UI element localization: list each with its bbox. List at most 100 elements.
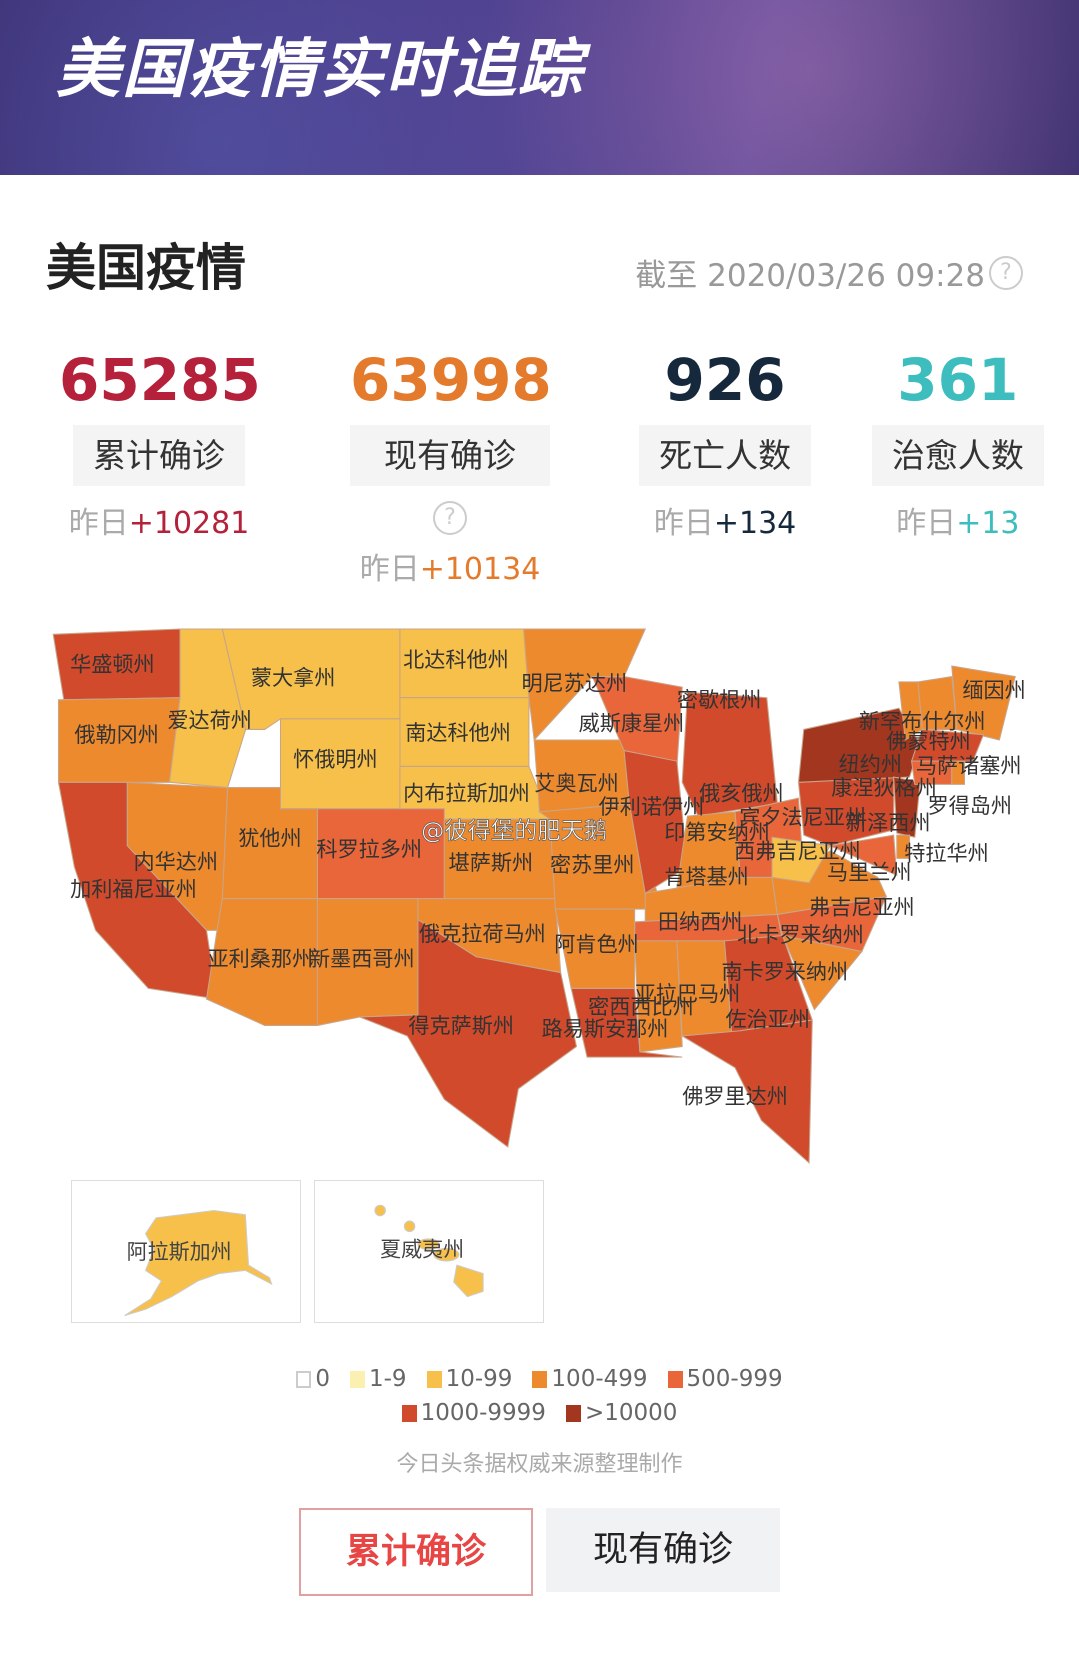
state-region[interactable] [359,918,578,1148]
stat-label: 治愈人数 [871,425,1044,486]
stat-yesterday: 昨日+134 [625,498,825,542]
state-region[interactable] [893,776,921,838]
state-label: 路易斯安那州 [542,1016,669,1041]
legend-item: 1000-9999 [401,1400,546,1426]
state-label: 北卡罗来纳州 [737,922,864,947]
state-label: 印第安纳州 [664,819,770,844]
state-region[interactable] [951,665,1016,741]
legend-swatch [350,1371,365,1388]
state-label: 科罗拉多州 [316,836,422,861]
legend-item: 100-499 [532,1366,648,1392]
legend-swatch [426,1371,442,1388]
updated-time: 截至 2020/03/26 09:28 ? [635,250,1023,295]
legend-item: 0 [296,1366,330,1392]
state-region[interactable] [591,676,683,768]
stat-yesterday: 昨日+13 [858,498,1058,542]
state-region[interactable] [828,834,898,877]
stat-1[interactable]: 63998 现有确诊 ? 昨日+10134 [350,345,552,588]
legend-item: >10000 [565,1400,677,1426]
state-label: 阿肯色州 [554,931,639,956]
legend-item: 500-999 [667,1366,783,1392]
inset-alaska[interactable]: 阿拉斯加州 [71,1180,301,1323]
current-confirmed-button[interactable]: 现有确诊 [546,1508,780,1592]
legend-swatch [667,1371,683,1388]
stat-value: 65285 [59,346,261,414]
stat-label: 死亡人数 [639,425,812,486]
state-region[interactable] [680,1019,813,1165]
state-region[interactable] [634,940,683,1053]
yesterday-label: 昨日 [68,506,129,541]
state-label: 堪萨斯州 [449,850,534,875]
banner-title: 美国疫情实时追踪 [56,33,584,107]
state-label: 内华达州 [134,849,219,874]
state-region[interactable] [896,834,911,859]
state-region[interactable] [570,987,683,1058]
legend-item: 10-99 [426,1366,513,1392]
state-label: 佛蒙特州 [886,728,971,753]
state-label: 华盛顿州 [70,651,155,676]
state-label: 罗得岛州 [927,793,1012,818]
state-label: 西弗吉尼亚州 [734,838,861,863]
updated-text: 截至 2020/03/26 09:28 [635,258,985,294]
legend-item: 1-9 [350,1366,407,1392]
legend-swatch [532,1371,548,1388]
cumulative-confirmed-button[interactable]: 累计确诊 [299,1508,533,1596]
yesterday-value: +13 [956,506,1020,541]
stat-3[interactable]: 361 治愈人数 昨日+13 [858,345,1058,542]
section-title: 美国疫情 [46,239,246,297]
state-label: 得克萨斯州 [408,1013,514,1038]
stat-value: 926 [664,346,786,414]
stat-label: 累计确诊 [73,425,246,486]
stat-yesterday: 昨日+10281 [59,498,259,542]
state-region[interactable] [681,691,778,817]
state-region[interactable] [898,681,923,741]
legend-label: 0 [315,1366,330,1392]
yesterday-label: 昨日 [653,506,714,541]
state-region[interactable] [910,728,985,762]
stat-label-text: 死亡人数 [659,436,792,475]
state-label: 俄亥俄州 [699,780,784,805]
inset-hawaii[interactable]: 夏威夷州 [314,1180,544,1323]
alaska-shape: 阿拉斯加州 [124,1209,273,1317]
state-region[interactable] [771,836,832,884]
banner: 美国疫情实时追踪 [0,0,1079,175]
watermark: @彼得堡的肥天鹅 [421,817,607,844]
state-label: 新墨西哥州 [309,946,415,971]
yesterday-value: +134 [713,506,797,541]
state-label: 新罕布什尔州 [859,708,986,733]
stat-label-text: 治愈人数 [891,436,1024,475]
state-label: 爱达荷州 [167,707,252,732]
yesterday-label: 昨日 [896,506,957,541]
help-icon[interactable]: ? [989,255,1023,290]
stat-yesterday: 昨日+10134 [350,544,550,588]
state-label: 威斯康星州 [579,710,685,735]
state-label: 马里兰州 [827,860,912,885]
state-label: 俄勒冈州 [74,722,159,747]
yesterday-label: 昨日 [359,552,420,587]
legend-row-1: 0 1-9 10-99 100-499 500-999 [0,1366,1079,1392]
state-label: 密歇根州 [677,687,762,712]
legend-label: 500-999 [686,1366,783,1392]
yesterday-value: +10281 [128,506,250,541]
state-label: 缅因州 [962,678,1025,703]
state-region[interactable] [951,760,965,785]
hawaii-shape: 夏威夷州 [374,1204,484,1298]
stat-label-text: 累计确诊 [93,436,226,475]
state-label: 佐治亚州 [726,1006,811,1031]
state-label: 马萨诸塞州 [916,753,1022,778]
state-region[interactable] [623,749,689,895]
legend-swatch [401,1405,417,1422]
state-label: 怀俄明州 [293,746,378,771]
stat-0[interactable]: 65285 累计确诊 昨日+10281 [59,345,261,542]
state-label: 新泽西州 [846,810,931,835]
help-icon[interactable]: ? [433,501,467,535]
state-label: 肯塔基州 [664,864,749,889]
state-label: 俄克拉荷马州 [419,921,546,946]
state-label: 内布拉斯加州 [403,780,530,805]
state-label: 明尼苏达州 [522,670,628,695]
state-label: 佛罗里达州 [682,1084,788,1109]
legend-label: 10-99 [445,1366,513,1392]
state-label: 北达科他州 [403,647,509,672]
stat-2[interactable]: 926 死亡人数 昨日+134 [625,345,825,542]
